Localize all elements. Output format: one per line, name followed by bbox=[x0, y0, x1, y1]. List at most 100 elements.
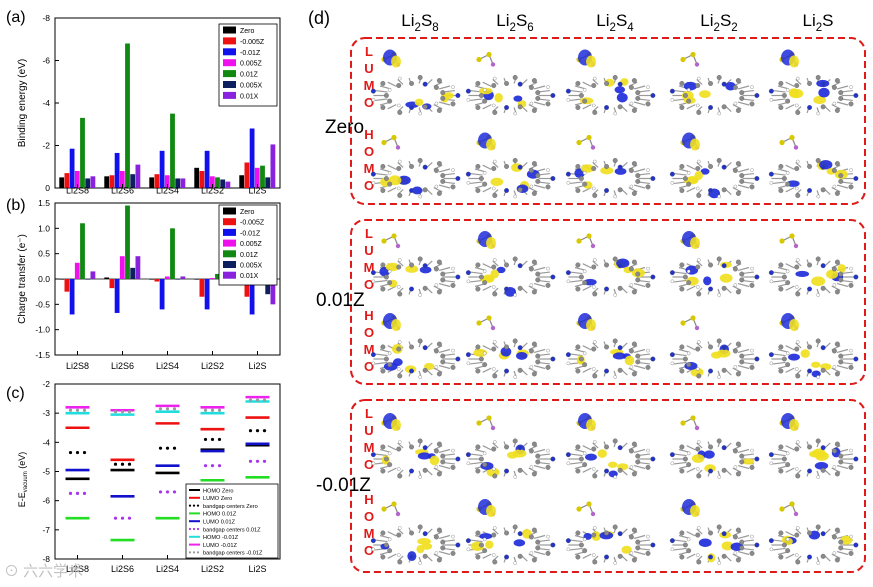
atom bbox=[796, 340, 800, 344]
bond bbox=[533, 184, 546, 189]
atom bbox=[492, 193, 498, 198]
atom bbox=[517, 104, 523, 110]
atom bbox=[769, 98, 774, 102]
atom bbox=[466, 181, 471, 185]
bond bbox=[433, 467, 443, 473]
bond bbox=[795, 528, 802, 535]
atom bbox=[440, 459, 446, 465]
bar-Li2S--0.005Z bbox=[244, 162, 250, 188]
atom bbox=[697, 526, 701, 530]
atom bbox=[617, 467, 623, 473]
bar-Li2S2--0.005Z bbox=[199, 171, 205, 188]
atom bbox=[820, 445, 826, 451]
bond bbox=[433, 367, 443, 373]
atom bbox=[612, 256, 618, 262]
sulfur-atom bbox=[789, 501, 795, 507]
bond bbox=[785, 531, 795, 537]
bar-Li2S8-Zero bbox=[59, 177, 65, 188]
orbital-lobe bbox=[485, 540, 494, 549]
atom bbox=[679, 286, 685, 292]
bond bbox=[528, 467, 538, 473]
atom bbox=[387, 280, 393, 286]
center-Li2S2-bandgap centers Zero bbox=[203, 437, 208, 442]
center-Li2S6-bandgap centers Zero bbox=[113, 462, 118, 466]
sulfur-atom bbox=[391, 134, 397, 141]
bond bbox=[570, 547, 583, 551]
bond bbox=[426, 260, 433, 267]
atom bbox=[628, 534, 634, 540]
atom bbox=[535, 90, 541, 96]
orbital-lobe bbox=[612, 352, 626, 360]
orbital-lobe bbox=[496, 266, 506, 274]
bond bbox=[533, 364, 546, 370]
atom bbox=[716, 438, 722, 444]
bar-Li2S6--0.005Z bbox=[109, 279, 115, 289]
sulfur-atom bbox=[690, 315, 696, 321]
atom bbox=[794, 346, 800, 352]
bond bbox=[521, 369, 528, 376]
atom bbox=[397, 553, 401, 557]
atom bbox=[735, 190, 741, 196]
molecule-1-1-2 bbox=[565, 313, 656, 379]
atom bbox=[686, 351, 691, 356]
orbital-lobe bbox=[473, 348, 488, 357]
atom bbox=[716, 158, 722, 163]
atom bbox=[434, 184, 439, 189]
atom bbox=[466, 461, 471, 466]
orbital-lobe bbox=[486, 505, 496, 517]
atom bbox=[409, 344, 415, 350]
atom bbox=[795, 186, 799, 191]
molecule-2-0-4 bbox=[768, 413, 859, 479]
atom bbox=[834, 289, 840, 295]
orbital-lobe bbox=[621, 545, 632, 554]
atom bbox=[512, 75, 518, 80]
atom bbox=[383, 356, 389, 362]
bond bbox=[426, 162, 433, 168]
atom bbox=[686, 548, 692, 554]
atom bbox=[433, 348, 439, 354]
atom bbox=[733, 465, 738, 469]
legend-swatch bbox=[223, 218, 236, 226]
orbital-lobe bbox=[703, 450, 715, 459]
bond bbox=[482, 445, 492, 451]
atom bbox=[635, 353, 641, 359]
bar-Li2S6-Zero bbox=[104, 277, 110, 279]
atom bbox=[735, 107, 741, 113]
atom bbox=[387, 88, 392, 92]
atom bbox=[617, 164, 623, 170]
atom bbox=[785, 362, 791, 368]
center-Li2S-bandgap centers Zero bbox=[248, 429, 253, 433]
atom bbox=[617, 104, 623, 110]
atom bbox=[735, 161, 741, 167]
bond bbox=[397, 528, 404, 535]
orbital-lobe bbox=[837, 264, 846, 273]
atom bbox=[592, 373, 598, 379]
bar-Li2S6-0.005X bbox=[130, 174, 136, 188]
atom bbox=[604, 530, 610, 536]
row-label-lumo-letter: L bbox=[365, 406, 373, 421]
atom bbox=[545, 282, 551, 288]
atom bbox=[482, 548, 488, 554]
x-tick-label: Li2S4 bbox=[156, 564, 179, 574]
atom bbox=[455, 356, 461, 362]
atom bbox=[387, 351, 392, 356]
atom bbox=[550, 176, 556, 181]
atom bbox=[550, 274, 556, 280]
orbital-lobe bbox=[429, 455, 440, 466]
atom bbox=[370, 171, 376, 177]
bar-Li2S4--0.005Z bbox=[154, 279, 160, 282]
atom bbox=[717, 194, 721, 199]
bond bbox=[674, 547, 687, 551]
atom bbox=[635, 359, 641, 365]
bond bbox=[773, 353, 786, 357]
atom bbox=[592, 553, 596, 557]
sulfur-atom bbox=[680, 320, 686, 326]
atom bbox=[478, 542, 484, 548]
atom bbox=[409, 468, 415, 474]
bond bbox=[438, 550, 451, 556]
atom bbox=[631, 78, 637, 84]
atom bbox=[717, 475, 721, 479]
bond bbox=[696, 162, 703, 168]
bond bbox=[785, 553, 795, 559]
bond bbox=[375, 89, 388, 93]
